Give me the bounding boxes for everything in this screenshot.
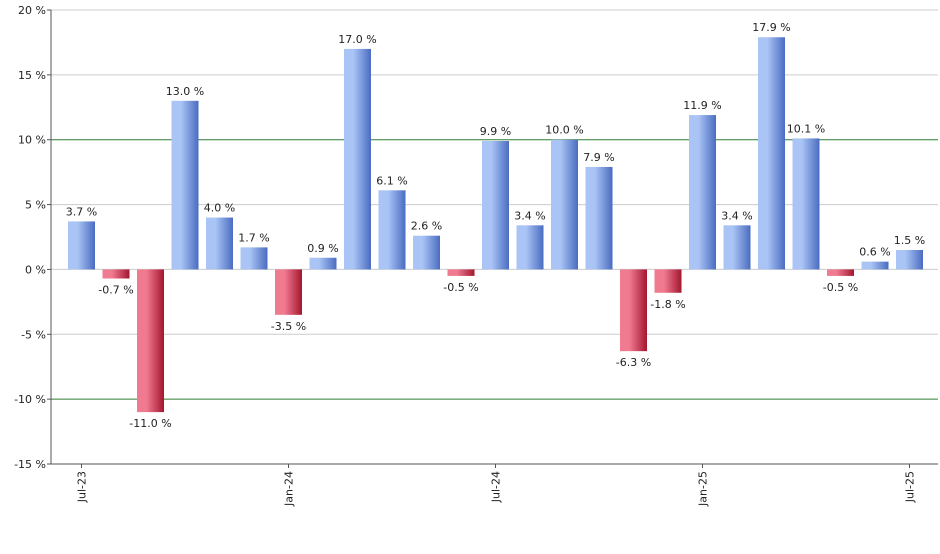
- data-label: 11.9 %: [683, 99, 721, 112]
- y-tick-label: 0 %: [25, 263, 46, 276]
- data-label: 1.5 %: [894, 234, 925, 247]
- data-label: 10.1 %: [787, 122, 825, 135]
- data-label: 2.6 %: [411, 220, 442, 233]
- data-label: 3.4 %: [721, 209, 752, 222]
- data-label: 3.7 %: [66, 205, 97, 218]
- bar: [240, 247, 268, 270]
- data-label: 4.0 %: [204, 202, 235, 215]
- data-label: 7.9 %: [583, 151, 614, 164]
- data-label: 1.7 %: [238, 231, 269, 244]
- bar: [792, 138, 820, 270]
- y-tick-label: -5 %: [21, 328, 46, 341]
- data-label: -0.5 %: [823, 281, 858, 294]
- bar: [689, 115, 716, 270]
- bar: [585, 166, 613, 270]
- data-label: 6.1 %: [376, 174, 407, 187]
- bar: [482, 141, 509, 270]
- data-label: -0.7 %: [98, 284, 133, 297]
- bar: [137, 269, 164, 413]
- bar: [723, 225, 751, 270]
- bar: [171, 100, 199, 270]
- y-tick-label: 15 %: [18, 69, 46, 82]
- bar: [896, 249, 923, 270]
- data-label: 0.6 %: [859, 246, 890, 259]
- bar: [447, 269, 475, 276]
- data-label: 3.4 %: [514, 209, 545, 222]
- bar: [620, 269, 647, 352]
- x-tick-label: Jul-24: [490, 471, 503, 503]
- x-tick-label: Jan-25: [697, 471, 710, 507]
- y-axis-ticks: 20 % 15 % 10 % 5 % 0 % -5 % -10 % -15 %: [14, 4, 51, 471]
- data-label: 17.9 %: [752, 21, 790, 34]
- data-labels: 3.7 % -0.7 % -11.0 % 13.0 % 4.0 % 1.7 % -3.5 %…: [66, 21, 925, 430]
- data-label: -6.3 %: [616, 356, 651, 369]
- bar: [378, 190, 406, 270]
- x-tick-label: Jan-24: [283, 471, 296, 507]
- data-label: 13.0 %: [166, 85, 204, 98]
- y-tick-label: 20 %: [18, 4, 46, 17]
- axes: [50, 10, 938, 465]
- data-label: 9.9 %: [480, 125, 511, 138]
- bar: [758, 37, 785, 270]
- data-label: 0.9 %: [307, 242, 338, 255]
- x-tick-label: Jul-25: [904, 471, 917, 503]
- data-label: -1.8 %: [650, 298, 685, 311]
- bar: [827, 269, 854, 276]
- data-label: -11.0 %: [129, 417, 171, 430]
- data-label: -3.5 %: [271, 320, 306, 333]
- bar: [206, 217, 233, 270]
- bar: [861, 261, 889, 270]
- bar: [516, 225, 544, 270]
- data-label: 17.0 %: [338, 33, 376, 46]
- bar: [551, 139, 578, 270]
- x-tick-label: Jul-23: [76, 471, 89, 503]
- bar: [344, 48, 371, 270]
- bar: [102, 269, 130, 279]
- x-axis-ticks: Jul-23 Jan-24 Jul-24 Jan-25 Jul-25: [76, 464, 917, 507]
- data-label: -0.5 %: [443, 281, 478, 294]
- bars: [68, 37, 923, 413]
- bar: [309, 257, 337, 270]
- y-tick-label: -15 %: [14, 458, 46, 471]
- y-tick-label: 5 %: [25, 199, 46, 212]
- y-tick-label: -10 %: [14, 393, 46, 406]
- y-tick-label: 10 %: [18, 134, 46, 147]
- bar: [275, 269, 302, 315]
- data-label: 10.0 %: [545, 124, 583, 137]
- bar: [654, 269, 682, 293]
- bar: [68, 221, 95, 270]
- bar: [413, 235, 440, 270]
